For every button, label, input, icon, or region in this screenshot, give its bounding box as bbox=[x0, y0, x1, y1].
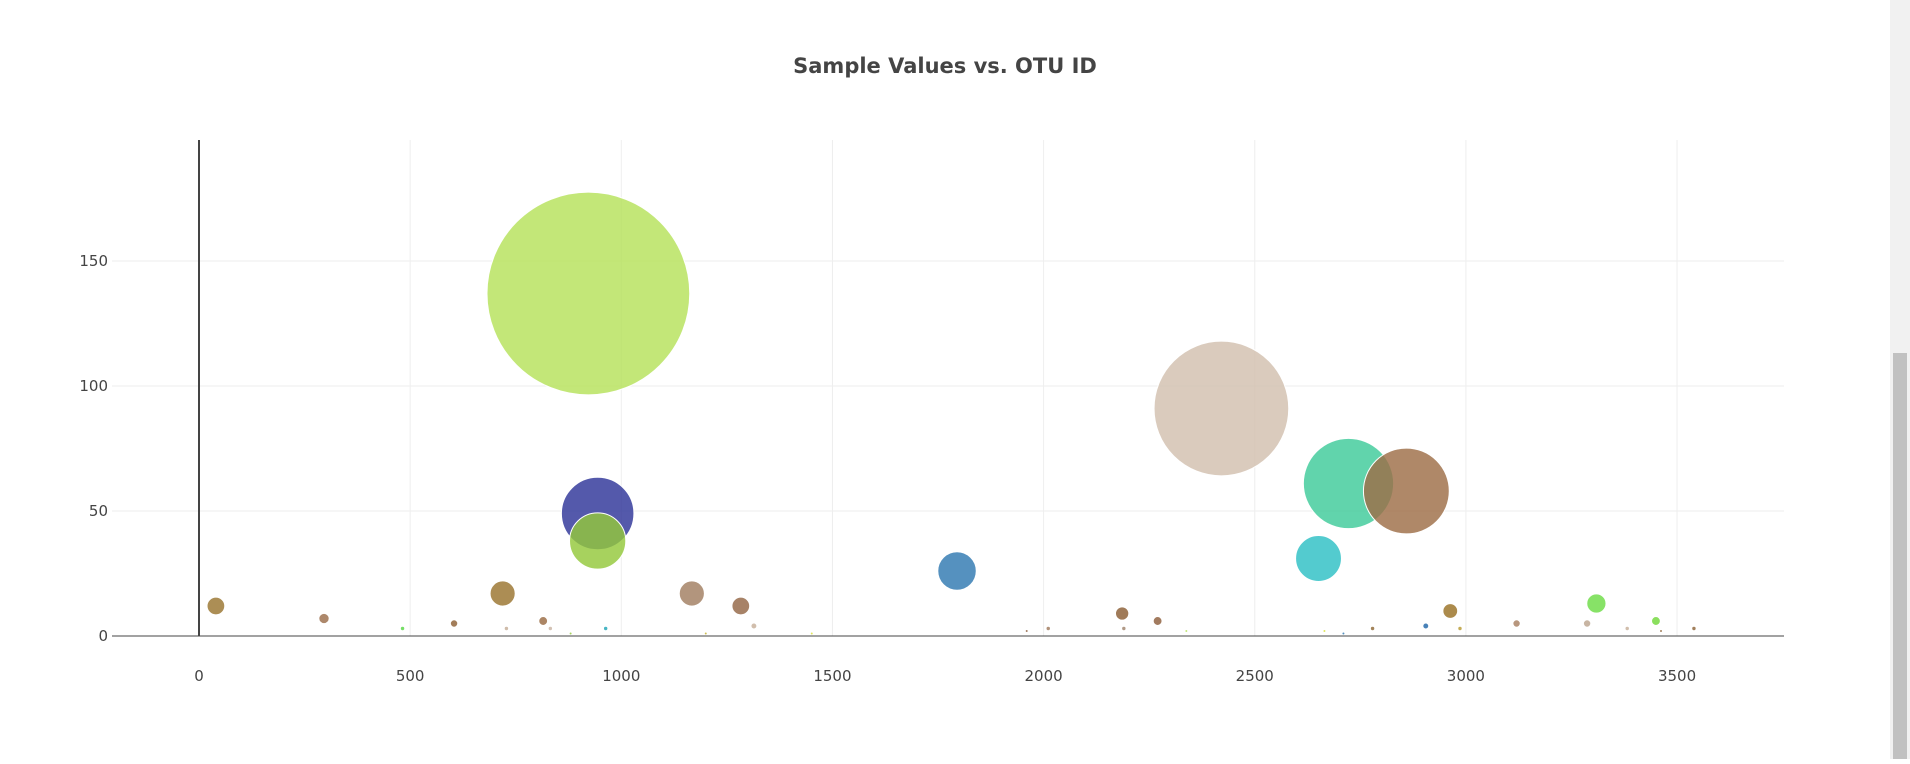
data-point bbox=[568, 631, 573, 636]
data-point bbox=[1153, 340, 1290, 477]
x-tick-label: 2500 bbox=[1236, 667, 1274, 685]
data-point bbox=[486, 191, 691, 396]
data-point bbox=[569, 512, 627, 570]
data-point bbox=[1457, 625, 1463, 632]
y-tick-label: 150 bbox=[79, 252, 108, 270]
scrollbar-thumb[interactable] bbox=[1893, 353, 1907, 759]
data-point bbox=[1582, 619, 1592, 628]
data-point bbox=[750, 622, 758, 630]
chart-title: Sample Values vs. OTU ID bbox=[793, 54, 1097, 78]
axes bbox=[112, 140, 1784, 637]
data-point bbox=[1045, 625, 1051, 632]
data-point bbox=[1362, 447, 1450, 535]
data-point bbox=[1369, 625, 1376, 632]
data-point bbox=[1295, 535, 1342, 582]
data-point bbox=[1184, 629, 1189, 633]
data-point bbox=[547, 625, 554, 632]
data-point bbox=[538, 616, 549, 626]
data-point bbox=[318, 612, 330, 625]
data-point bbox=[1114, 606, 1130, 621]
y-tick-label: 100 bbox=[79, 377, 108, 395]
data-point bbox=[489, 580, 516, 607]
data-point bbox=[1024, 629, 1029, 633]
data-point bbox=[206, 596, 226, 616]
x-tick-label: 1000 bbox=[602, 667, 640, 685]
x-tick-label: 500 bbox=[396, 667, 425, 685]
data-point bbox=[937, 551, 977, 591]
x-tick-label: 2000 bbox=[1025, 667, 1063, 685]
y-tick-label: 0 bbox=[98, 627, 108, 645]
data-point bbox=[809, 631, 814, 636]
data-point bbox=[503, 625, 510, 632]
data-point bbox=[1442, 603, 1459, 619]
data-point bbox=[399, 625, 406, 632]
x-tick-label: 0 bbox=[194, 667, 204, 685]
data-point bbox=[1341, 631, 1346, 636]
data-point bbox=[703, 631, 708, 636]
data-point bbox=[1152, 616, 1163, 626]
tick-labels: 0 500 1000 1500 2000 2500 3000 3500 0 50 100 150 bbox=[79, 252, 1696, 685]
x-tick-label: 3000 bbox=[1447, 667, 1485, 685]
data-point bbox=[1624, 625, 1630, 632]
x-tick-label: 1500 bbox=[813, 667, 851, 685]
y-tick-label: 50 bbox=[89, 502, 108, 520]
data-point bbox=[678, 580, 705, 607]
data-point bbox=[1586, 593, 1607, 614]
data-point bbox=[1512, 619, 1521, 628]
data-point bbox=[1422, 622, 1430, 630]
data-point bbox=[1121, 625, 1127, 632]
data-point bbox=[1691, 625, 1697, 632]
data-point bbox=[1659, 629, 1664, 633]
data-point bbox=[1650, 616, 1661, 626]
vertical-scrollbar[interactable] bbox=[1890, 0, 1910, 759]
data-point bbox=[731, 596, 751, 616]
data-point bbox=[449, 619, 459, 628]
x-tick-label: 3500 bbox=[1658, 667, 1696, 685]
data-point bbox=[1322, 629, 1327, 633]
data-point bbox=[602, 625, 609, 632]
data-points bbox=[206, 191, 1697, 636]
